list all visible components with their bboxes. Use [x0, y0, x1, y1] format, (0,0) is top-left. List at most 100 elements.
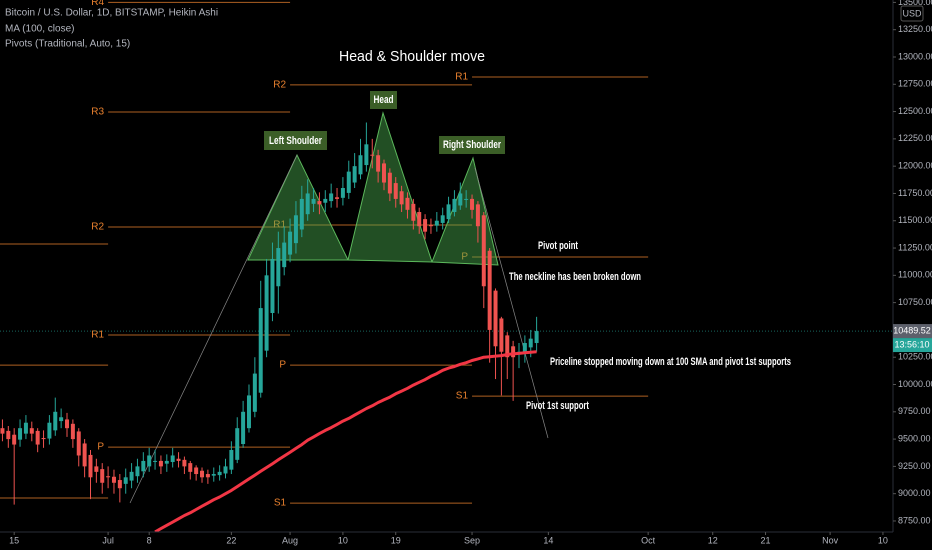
currency-box[interactable]: [900, 5, 924, 22]
x-tick-label: 8: [147, 535, 152, 545]
candle-body: [0, 428, 5, 434]
trend-line: [474, 167, 549, 439]
candle-body: [352, 166, 357, 183]
candle-body: [200, 470, 205, 478]
candle-body: [106, 476, 111, 478]
candle-body: [534, 331, 539, 344]
candle-body: [505, 335, 510, 358]
candle-body: [522, 343, 527, 352]
last-price-tag: [893, 324, 932, 339]
candle-body: [41, 438, 46, 440]
candle-body: [123, 477, 128, 484]
y-tick-label: 12000.00: [898, 161, 932, 171]
x-tick-label: 14: [543, 535, 553, 545]
candle-body: [29, 428, 34, 434]
candle-body: [182, 459, 187, 467]
candle-body: [176, 458, 181, 461]
pivot-label: S1: [456, 391, 469, 402]
last-price-label: 10489.52: [893, 325, 931, 335]
candle-body: [299, 198, 304, 230]
candle-body: [94, 466, 99, 472]
candle-body: [217, 471, 222, 476]
x-tick-label: 10: [878, 535, 888, 545]
y-tick-label: 11250.00: [898, 242, 932, 252]
candle-body: [317, 201, 322, 205]
candle-body: [528, 338, 533, 348]
pivot-label: R1: [91, 330, 104, 341]
candle-body: [481, 215, 486, 287]
label-box: [370, 91, 397, 109]
ma-line: [154, 350, 537, 532]
candle-body: [35, 430, 40, 445]
candle-body: [458, 193, 463, 206]
y-tick-label: 9000.00: [898, 488, 931, 498]
candle-body: [446, 204, 451, 220]
y-tick-label: 9250.00: [898, 461, 931, 471]
candle-body: [434, 220, 439, 226]
pivot-label: R2: [91, 222, 104, 233]
pivot-label: R2: [273, 80, 286, 91]
x-tick-label: 15: [9, 535, 19, 545]
candle-body: [229, 450, 234, 470]
y-tick-label: 9750.00: [898, 406, 931, 416]
y-tick-label: 8750.00: [898, 515, 931, 525]
candle-body: [211, 474, 216, 476]
candle-body: [276, 248, 281, 287]
candle-body: [470, 198, 475, 210]
candle-body: [376, 155, 381, 172]
indicator-label: Pivots (Traditional, Auto, 15): [5, 39, 130, 50]
candle-body: [223, 466, 228, 474]
y-tick-label: 9500.00: [898, 433, 931, 443]
candle-body: [194, 467, 199, 475]
candle-body: [188, 463, 193, 472]
candle-body: [399, 191, 404, 205]
candle-body: [153, 460, 158, 462]
x-tick-label: 12: [708, 535, 718, 545]
candle-body: [270, 258, 275, 313]
y-tick-label: 13500.00: [898, 0, 932, 7]
candle-body: [264, 275, 269, 351]
candle-body: [65, 419, 70, 429]
candle-body: [235, 428, 240, 460]
candle-body: [475, 204, 480, 227]
candle-body: [499, 318, 504, 352]
candle-body: [464, 198, 469, 200]
candle-body: [387, 172, 392, 194]
x-tick-label: 22: [226, 535, 236, 545]
y-tick-label: 12500.00: [898, 106, 932, 116]
chart-title: Head & Shoulder move: [339, 48, 485, 65]
countdown: 13:56:10: [894, 339, 929, 349]
candle-body: [288, 231, 293, 255]
x-tick-label: Oct: [641, 535, 656, 545]
candle-body: [305, 193, 310, 215]
pivot-label: P: [97, 442, 104, 453]
x-tick-label: Aug: [282, 535, 298, 545]
candle-body: [423, 219, 428, 232]
candle-body: [170, 455, 175, 463]
candle-body: [88, 454, 93, 478]
candle-body: [18, 428, 23, 440]
candle-body: [12, 434, 17, 445]
candle-body: [487, 250, 492, 330]
y-tick-label: 11000.00: [898, 270, 932, 280]
candle-body: [23, 422, 28, 434]
candle-body: [70, 423, 75, 440]
moving-average: [154, 350, 537, 532]
y-tick-label: 11500.00: [898, 215, 932, 225]
currency[interactable]: USD: [902, 8, 922, 18]
candles: [0, 122, 893, 505]
candle-body: [323, 198, 328, 203]
candle-body: [493, 290, 498, 347]
y-tick-label: 13000.00: [898, 51, 932, 61]
x-tick-label: Nov: [822, 535, 839, 545]
candle-body: [258, 308, 263, 393]
pivot-label: P: [461, 252, 468, 263]
candle-body: [246, 395, 251, 429]
annotation: Priceline stopped moving down at 100 SMA…: [550, 356, 791, 368]
candle-body: [364, 144, 369, 166]
candle-body: [100, 469, 105, 483]
candle-body: [141, 460, 146, 472]
left-shoulder-triangle: [247, 153, 349, 261]
annotation: Head: [374, 94, 394, 106]
annotation: Left Shoulder: [269, 135, 323, 147]
